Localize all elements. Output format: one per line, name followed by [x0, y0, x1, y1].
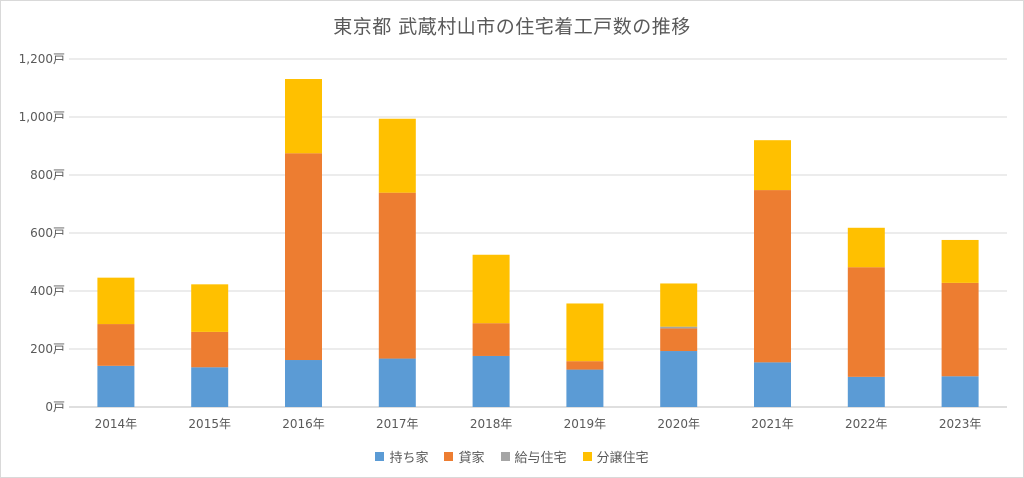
y-tick-label: 200戸 [30, 342, 65, 356]
x-tick-label: 2014年 [95, 417, 138, 431]
x-tick-label: 2020年 [657, 417, 700, 431]
y-tick-label: 800戸 [30, 168, 65, 182]
y-tick-label: 0戸 [45, 400, 65, 414]
legend-label: 貸家 [458, 451, 485, 466]
bar-segment [754, 362, 791, 407]
bar-segment [285, 153, 322, 361]
legend-item: 給与住宅 [500, 447, 567, 466]
legend-swatch [500, 452, 510, 461]
bar-segment [472, 254, 510, 324]
bar-segment [754, 140, 791, 191]
y-tick-label: 400戸 [30, 284, 65, 298]
legend-label: 持ち家 [389, 451, 429, 466]
x-tick-label: 2016年 [282, 417, 325, 431]
chart-legend: 持ち家 貸家 給与住宅 分譲住宅 [1, 447, 1023, 466]
y-tick-label: 1,200戸 [19, 52, 65, 66]
legend-item: 分譲住宅 [582, 447, 649, 466]
legend-swatch [375, 452, 385, 461]
bar-segment [566, 303, 604, 362]
bar-segment [660, 283, 698, 327]
chart-title: 東京都 武蔵村山市の住宅着工戸数の推移 [333, 16, 691, 38]
bar-segment [285, 360, 322, 407]
bar-segment [97, 324, 135, 366]
bar-segment [472, 355, 510, 407]
bar-segment [378, 118, 416, 193]
bar-segment [378, 192, 416, 359]
legend-label: 分譲住宅 [596, 451, 649, 466]
bar-segment [660, 351, 698, 407]
x-tick-label: 2015年 [188, 417, 231, 431]
legend-item: 貸家 [444, 447, 485, 466]
legend-label: 給与住宅 [514, 451, 567, 466]
x-tick-label: 2023年 [939, 417, 982, 431]
bar-segment [191, 367, 229, 407]
bar-segment [97, 365, 135, 407]
x-tick-label: 2018年 [470, 417, 513, 431]
legend-swatch [582, 452, 592, 461]
bar-segment [566, 369, 604, 407]
bar-segment [847, 267, 885, 377]
x-tick-label: 2019年 [564, 417, 607, 431]
bar-segment [566, 361, 604, 370]
bar-segment [941, 239, 979, 283]
bar-segment [378, 358, 416, 407]
bar-segment [660, 328, 698, 352]
legend-item: 持ち家 [375, 447, 428, 466]
bar-segment [847, 227, 885, 268]
bar-segment [754, 190, 791, 363]
bar-segment [285, 79, 322, 154]
legend-swatch [444, 452, 454, 461]
bar-segment [191, 331, 229, 368]
bar-segment [941, 376, 979, 407]
bar-segment [941, 282, 979, 377]
bar-segment [847, 376, 885, 407]
y-tick-label: 1,000戸 [19, 110, 65, 124]
x-tick-label: 2017年 [376, 417, 419, 431]
bar-segment [472, 323, 510, 356]
y-tick-label: 600戸 [30, 226, 65, 240]
bar-segment [191, 284, 229, 332]
bar-segment [660, 326, 698, 329]
bar-segment [97, 277, 135, 325]
x-tick-label: 2021年 [751, 417, 794, 431]
x-tick-label: 2022年 [845, 417, 888, 431]
